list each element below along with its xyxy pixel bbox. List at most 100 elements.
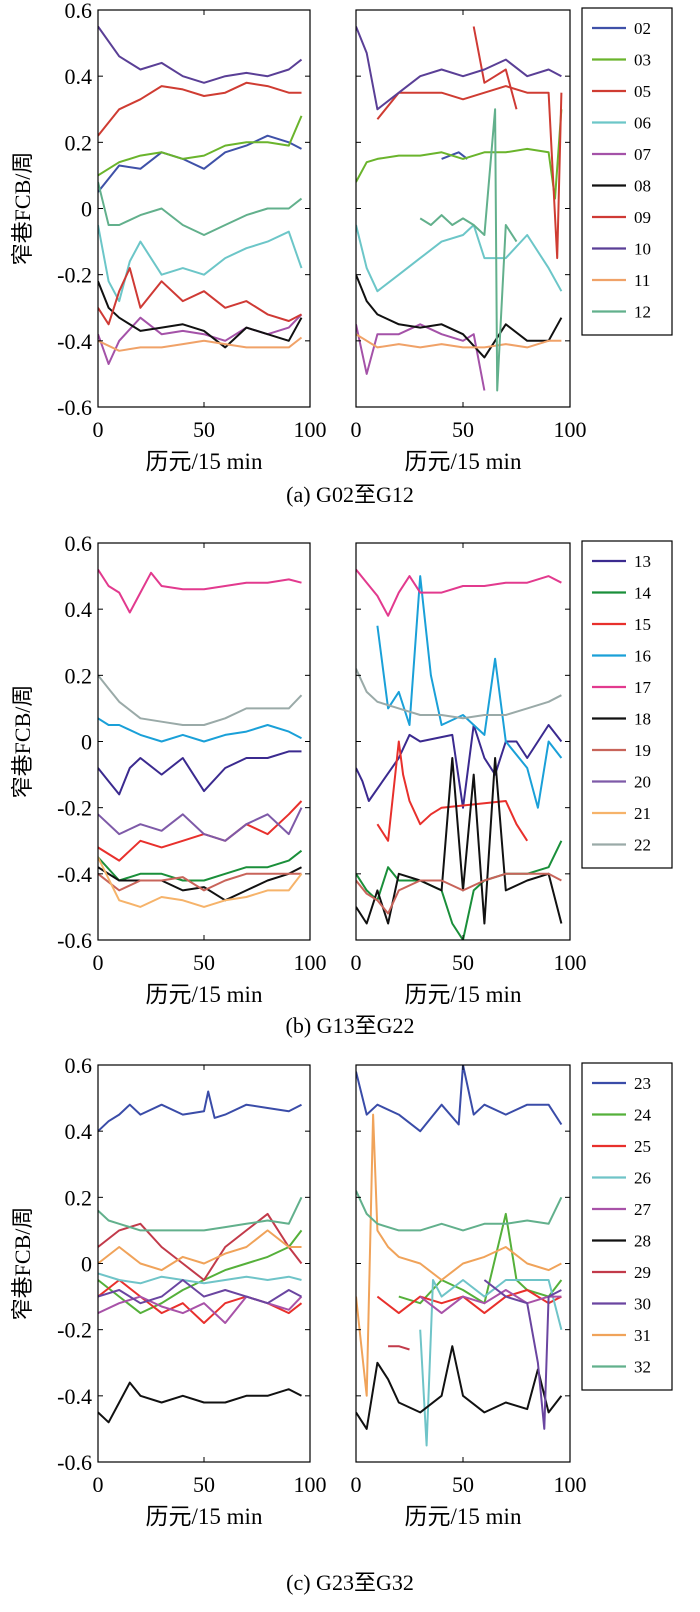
series-line-29 (388, 1345, 410, 1351)
x-axis-label: 历元/15 min (146, 449, 263, 474)
series-line-08 (356, 274, 563, 359)
series-line-05 (98, 81, 302, 137)
legend-label-16: 16 (634, 647, 651, 666)
legend-label-26: 26 (634, 1169, 651, 1188)
series-line-23 (98, 1090, 302, 1132)
x-tick-label: 50 (452, 1472, 474, 1497)
x-tick-label: 0 (93, 950, 104, 975)
series-line-22 (356, 668, 562, 720)
x-tick-label: 100 (294, 417, 327, 442)
series-group (356, 1065, 563, 1447)
panel-3: 0 50 100 -0.6 -0.4 -0.2 0 0.2 0.4 0.6 历元/15 min 0 50… (10, 1053, 673, 1595)
legend-label-05: 05 (634, 82, 651, 101)
x-tick-label: 0 (93, 1472, 104, 1497)
plot-right: 0 50 100 历元/15 min (351, 542, 587, 1007)
series-line-31 (98, 1229, 302, 1272)
legend-label-23: 23 (634, 1074, 651, 1093)
y-tick-label: -0.4 (57, 1384, 92, 1409)
y-tick-label: -0.6 (57, 928, 92, 953)
series-line-06 (356, 224, 563, 293)
series-line-12 (98, 181, 303, 236)
series-line-26 (419, 1279, 563, 1447)
legend-label-18: 18 (634, 710, 651, 729)
legend-label-28: 28 (634, 1232, 651, 1251)
legend-label-09: 09 (634, 208, 651, 227)
series-line-24 (398, 1212, 563, 1305)
series-line-22 (98, 674, 303, 726)
series-group (98, 568, 303, 908)
series-line-07 (356, 323, 486, 391)
legend: 02 03 05 06 07 08 09 10 11 12 (581, 7, 673, 336)
series-line-19 (356, 872, 562, 915)
legend-label-25: 25 (634, 1137, 651, 1156)
panel-caption: (c) G23至G32 (286, 1570, 414, 1595)
legend-label-10: 10 (634, 240, 651, 259)
legend-label-31: 31 (634, 1326, 651, 1345)
x-axis-label: 历元/15 min (405, 982, 522, 1007)
legend-label-24: 24 (634, 1106, 652, 1125)
x-axis-label: 历元/15 min (146, 1504, 263, 1529)
series-line-30 (98, 1279, 302, 1305)
y-tick-label: -0.4 (57, 862, 92, 887)
panel-2: 0 50 100 -0.6 -0.4 -0.2 0 0.2 0.4 0.6 历元/15 min 0 50… (10, 531, 673, 1038)
y-tick-label: 0.2 (65, 1185, 93, 1210)
series-line-06 (98, 224, 303, 303)
series-group (98, 1090, 303, 1424)
series-line-10 (98, 25, 303, 84)
legend-label-06: 06 (634, 114, 651, 133)
y-tick-label: 0 (81, 730, 92, 755)
series-line-31 (356, 1113, 562, 1397)
x-tick-label: 50 (452, 950, 474, 975)
x-tick-label: 0 (351, 950, 362, 975)
series-line-18 (98, 866, 302, 902)
series-line-17 (356, 568, 562, 617)
x-axis-label: 历元/15 min (405, 1504, 522, 1529)
series-line-32 (98, 1196, 303, 1232)
legend-label-15: 15 (634, 615, 651, 634)
series-group (356, 568, 563, 940)
x-tick-label: 100 (294, 1472, 327, 1497)
plot-right: 0 50 100 历元/15 min (351, 9, 587, 474)
legend-box (581, 7, 673, 336)
legend: 23 24 25 26 27 28 29 30 31 32 (581, 1062, 673, 1391)
plot-left: 0 50 100 -0.6 -0.4 -0.2 0 0.2 0.4 0.6 历元/15 min (57, 531, 326, 1007)
y-tick-label: -0.2 (57, 1318, 92, 1343)
x-tick-label: 100 (554, 1472, 587, 1497)
series-line-17 (98, 568, 302, 614)
x-tick-label: 50 (193, 417, 215, 442)
series-line-29 (98, 1212, 303, 1281)
series-line-16 (98, 717, 302, 743)
y-tick-label: 0.6 (65, 531, 93, 556)
series-line-05 (376, 85, 563, 260)
y-tick-label: -0.6 (57, 1450, 92, 1475)
series-line-02 (98, 134, 302, 193)
series-line-11 (98, 336, 303, 352)
y-axis-label: 窄巷FCB/周 (10, 152, 35, 266)
series-line-28 (98, 1381, 302, 1424)
series-line-25 (376, 1289, 562, 1315)
legend-label-32: 32 (634, 1358, 651, 1377)
y-tick-label: 0 (81, 197, 92, 222)
y-tick-label: -0.2 (57, 796, 92, 821)
series-line-15 (376, 740, 529, 842)
x-tick-label: 50 (193, 950, 215, 975)
legend-label-13: 13 (634, 552, 651, 571)
series-line-08 (98, 280, 303, 349)
series-line-32 (356, 1190, 563, 1232)
x-tick-label: 50 (193, 1472, 215, 1497)
legend: 13 14 15 16 17 18 19 20 21 22 (581, 540, 673, 869)
x-tick-label: 100 (554, 417, 587, 442)
y-tick-label: 0.4 (65, 1119, 93, 1144)
legend-label-11: 11 (634, 271, 650, 290)
y-tick-label: 0.6 (65, 1053, 93, 1078)
series-group (356, 26, 563, 392)
x-tick-label: 0 (351, 1472, 362, 1497)
y-tick-label: 0 (81, 1252, 92, 1277)
x-tick-label: 100 (294, 950, 327, 975)
panel-caption: (a) G02至G12 (286, 482, 414, 507)
x-tick-label: 0 (93, 417, 104, 442)
series-group (98, 25, 303, 365)
series-line-02 (441, 151, 468, 160)
legend-label-19: 19 (634, 741, 651, 760)
